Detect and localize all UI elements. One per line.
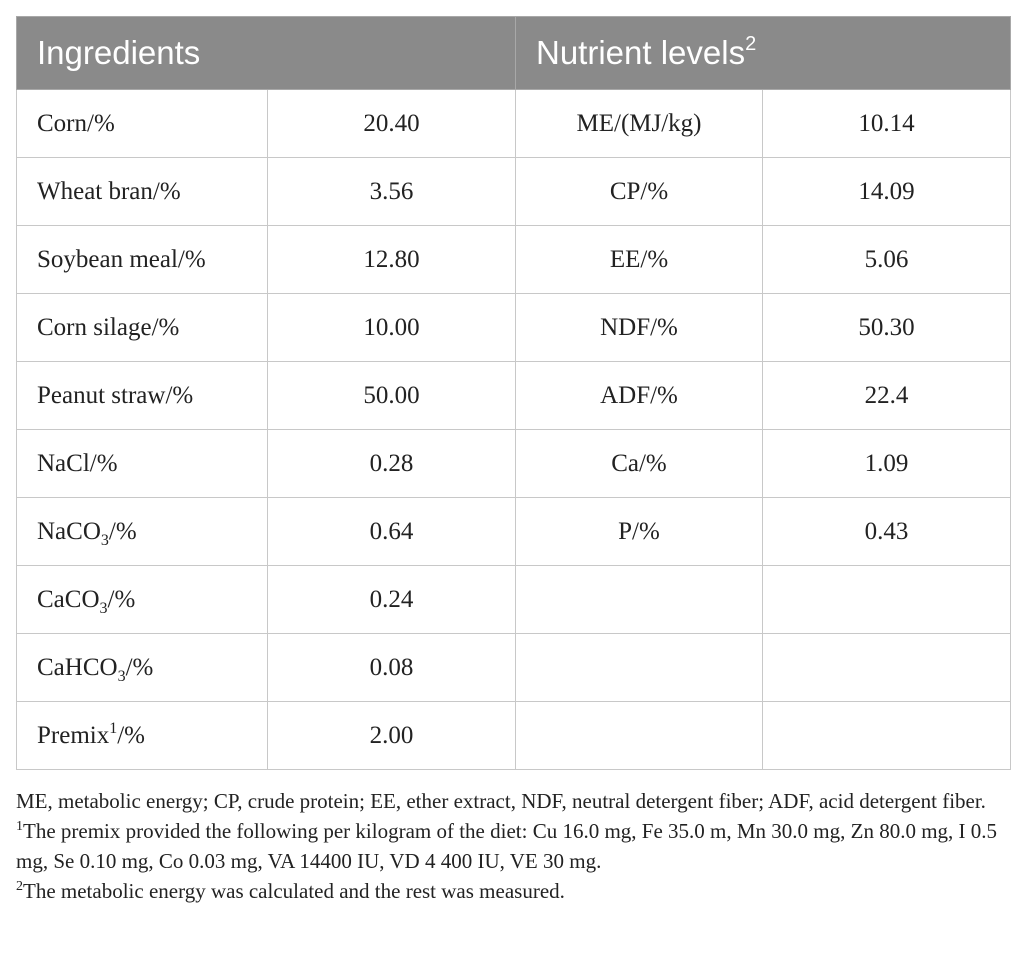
table-row: Corn/% 20.40 ME/(MJ/kg) 10.14 [16, 89, 1011, 158]
table-row: Corn silage/% 10.00 NDF/% 50.30 [16, 293, 1011, 362]
ingredient-name: Corn/% [37, 109, 115, 137]
ingredient-name: NaCl/% [37, 449, 118, 477]
table-header-row: Ingredients Nutrient levels2 [16, 16, 1011, 90]
ingredient-footnote-mark: 1 [109, 719, 118, 737]
ingredient-value: 50.00 [267, 361, 516, 430]
footnote-1-text: The premix provided the following per ki… [16, 819, 998, 873]
header-ingredients: Ingredients [16, 16, 516, 90]
nutrient-value [762, 633, 1011, 702]
nutrient-name [515, 701, 763, 770]
nutrient-name: Ca/% [515, 429, 763, 498]
nutrient-value: 14.09 [762, 157, 1011, 226]
nutrient-name: EE/% [515, 225, 763, 294]
ingredient-name-cell: Corn/% [16, 89, 268, 158]
ingredient-name-cell: Corn silage/% [16, 293, 268, 362]
ingredient-name-cell: Peanut straw/% [16, 361, 268, 430]
ingredient-value: 0.64 [267, 497, 516, 566]
ingredient-value: 2.00 [267, 701, 516, 770]
table-notes: ME, metabolic energy; CP, crude protein;… [16, 786, 1010, 906]
table-row: Soybean meal/% 12.80 EE/% 5.06 [16, 225, 1011, 294]
table-row: NaCO3/% 0.64 P/% 0.43 [16, 497, 1011, 566]
ingredient-name-cell: Soybean meal/% [16, 225, 268, 294]
ingredient-subscript: 3 [100, 531, 109, 549]
nutrient-value: 5.06 [762, 225, 1011, 294]
ingredient-name: Soybean meal/% [37, 245, 206, 273]
ingredient-unit: /% [108, 517, 137, 545]
ingredient-name-cell: NaCO3/% [16, 497, 268, 566]
table-row: NaCl/% 0.28 Ca/% 1.09 [16, 429, 1011, 498]
header-ingredients-label: Ingredients [37, 34, 201, 71]
nutrient-name [515, 633, 763, 702]
nutrient-value [762, 565, 1011, 634]
nutrient-name [515, 565, 763, 634]
ingredient-name-cell: CaHCO3/% [16, 633, 268, 702]
ingredient-name: CaHCO [37, 653, 118, 681]
nutrient-value [762, 701, 1011, 770]
header-nutrient-levels-footnote-mark: 2 [745, 33, 757, 55]
ingredient-name: Corn silage/% [37, 313, 180, 341]
header-nutrient-levels-label: Nutrient levels [536, 34, 746, 71]
footnote-1-mark: 1 [16, 819, 23, 834]
header-nutrient-levels: Nutrient levels2 [515, 16, 1011, 90]
ingredient-value: 0.08 [267, 633, 516, 702]
table-row: CaHCO3/% 0.08 [16, 633, 1011, 702]
ingredient-name-cell: CaCO3/% [16, 565, 268, 634]
ingredient-name: Peanut straw/% [37, 381, 194, 409]
ingredient-name-cell: Premix1/% [16, 701, 268, 770]
table-row: Peanut straw/% 50.00 ADF/% 22.4 [16, 361, 1011, 430]
nutrient-value: 10.14 [762, 89, 1011, 158]
footnote-1: 1The premix provided the following per k… [16, 816, 1010, 876]
ingredient-name: CaCO [37, 585, 100, 613]
nutrient-name: CP/% [515, 157, 763, 226]
table-body: Corn/% 20.40 ME/(MJ/kg) 10.14 Wheat bran/% 3.… [16, 89, 1011, 770]
nutrient-name: ADF/% [515, 361, 763, 430]
nutrient-name: P/% [515, 497, 763, 566]
ingredient-name-cell: Wheat bran/% [16, 157, 268, 226]
table-row: CaCO3/% 0.24 [16, 565, 1011, 634]
ingredient-value: 12.80 [267, 225, 516, 294]
ingredient-value: 0.24 [267, 565, 516, 634]
table-row: Wheat bran/% 3.56 CP/% 14.09 [16, 157, 1011, 226]
ingredient-name: Wheat bran/% [37, 177, 181, 205]
ingredient-unit: /% [117, 721, 145, 749]
ingredient-subscript: 3 [117, 667, 126, 685]
nutrient-value: 22.4 [762, 361, 1011, 430]
ingredient-value: 10.00 [267, 293, 516, 362]
diet-composition-table-container: Ingredients Nutrient levels2 Corn/% 20.40… [16, 16, 1011, 770]
nutrient-name: NDF/% [515, 293, 763, 362]
ingredient-unit: /% [107, 585, 136, 613]
nutrient-value: 50.30 [762, 293, 1011, 362]
ingredient-name-cell: NaCl/% [16, 429, 268, 498]
footnote-2: 2The metabolic energy was calculated and… [16, 876, 1010, 906]
ingredient-subscript: 3 [99, 599, 108, 617]
ingredient-name: Premix [37, 721, 110, 749]
ingredient-value: 20.40 [267, 89, 516, 158]
ingredient-name: NaCO [37, 517, 101, 545]
ingredient-value: 0.28 [267, 429, 516, 498]
table-row: Premix1/% 2.00 [16, 701, 1011, 770]
abbreviations-note: ME, metabolic energy; CP, crude protein;… [16, 789, 986, 813]
ingredient-value: 3.56 [267, 157, 516, 226]
ingredient-unit: /% [125, 653, 154, 681]
footnote-2-text: The metabolic energy was calculated and … [23, 879, 565, 903]
diet-composition-table: Ingredients Nutrient levels2 Corn/% 20.40… [16, 16, 1011, 770]
nutrient-value: 0.43 [762, 497, 1011, 566]
nutrient-name: ME/(MJ/kg) [515, 89, 763, 158]
nutrient-value: 1.09 [762, 429, 1011, 498]
footnote-2-mark: 2 [16, 879, 23, 894]
